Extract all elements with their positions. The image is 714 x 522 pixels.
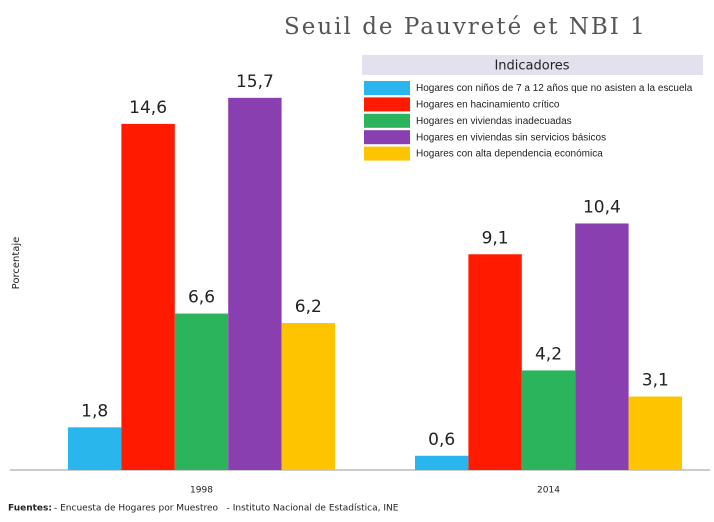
value-label: 0,6 — [428, 430, 455, 450]
bar — [521, 370, 576, 470]
value-label: 4,2 — [535, 344, 562, 364]
value-label: 15,7 — [236, 72, 274, 92]
legend-label: Hogares en viviendas inadecuadas — [416, 116, 572, 127]
bar — [281, 323, 335, 470]
chart-title: Seuil de Pauvreté et NBI 1 — [284, 14, 647, 40]
bar — [228, 97, 282, 470]
legend-swatch — [364, 81, 410, 95]
legend-label: Hogares en hacinamiento crítico — [416, 100, 560, 111]
legend-swatch — [364, 146, 410, 161]
legend-swatch — [364, 130, 410, 145]
bar — [68, 427, 122, 470]
value-label: 14,6 — [129, 98, 167, 118]
value-label: 3,1 — [642, 371, 669, 391]
source: - Encuesta de Hogares por Muestreo - Ins… — [54, 504, 399, 514]
bar — [575, 223, 629, 470]
legend-header — [362, 55, 703, 75]
value-label: 6,2 — [295, 297, 322, 317]
x-tick-label: 2014 — [537, 486, 560, 496]
x-tick-label: 1998 — [190, 486, 213, 496]
value-label: 6,6 — [188, 288, 215, 308]
bar — [174, 313, 229, 470]
value-label: 1,8 — [81, 401, 108, 421]
legend-swatch — [364, 97, 410, 112]
value-label: 9,1 — [482, 228, 509, 248]
legend-title: Indicadores — [494, 59, 569, 74]
y-axis-label: Porcentaje — [11, 237, 22, 290]
legend-label: Hogares con alta dependencia económica — [416, 149, 603, 160]
legend-swatch — [364, 113, 410, 128]
bar — [415, 455, 469, 470]
legend-label: Hogares en viviendas sin servicios básic… — [416, 132, 606, 143]
bar — [121, 123, 175, 471]
bar — [628, 396, 682, 470]
value-label: 10,4 — [583, 197, 621, 217]
bar — [468, 254, 522, 470]
source-label: Fuentes: — [8, 504, 52, 514]
legend-label: Hogares con niños de 7 a 12 años que no … — [416, 83, 693, 94]
